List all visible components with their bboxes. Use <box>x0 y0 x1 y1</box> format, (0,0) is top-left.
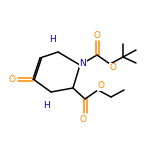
Text: O: O <box>97 81 105 90</box>
Text: O: O <box>9 74 16 83</box>
Text: H: H <box>43 100 49 109</box>
Text: H: H <box>49 35 55 43</box>
Text: O: O <box>93 31 100 40</box>
Text: N: N <box>80 59 86 67</box>
Text: O: O <box>109 64 116 73</box>
Text: O: O <box>79 114 86 123</box>
